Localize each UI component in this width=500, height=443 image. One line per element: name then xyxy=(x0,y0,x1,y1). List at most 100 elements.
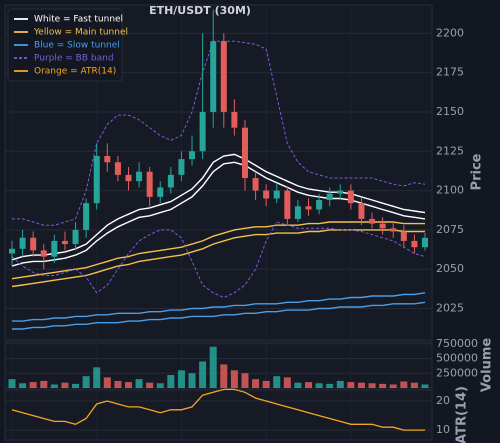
y-tick-label: 500000 xyxy=(436,352,478,365)
overlay-line xyxy=(12,40,426,226)
candle-body xyxy=(19,237,26,249)
candle-body xyxy=(241,127,248,179)
volume-bar xyxy=(220,364,228,388)
candle-body xyxy=(157,187,164,197)
overlay-line xyxy=(11,221,425,280)
candle-body xyxy=(273,190,280,199)
volume-bar xyxy=(114,380,122,388)
candle-body xyxy=(369,218,376,224)
volume-bar xyxy=(82,376,90,388)
candle-body xyxy=(390,228,397,232)
candle-body xyxy=(294,206,301,219)
volume-bar xyxy=(305,382,313,388)
volume-bar xyxy=(93,367,101,388)
atr-panel xyxy=(4,389,433,441)
volume-bar xyxy=(283,377,291,388)
volume-bar xyxy=(241,373,249,388)
candle-body xyxy=(220,41,227,112)
volume-bar xyxy=(262,380,270,388)
y-tick-label: 2050 xyxy=(436,262,464,275)
volume-bar xyxy=(177,370,185,388)
volume-bar xyxy=(357,382,365,388)
y-tick-label: 2125 xyxy=(436,144,464,157)
legend-box xyxy=(7,8,123,82)
overlay-line xyxy=(12,301,426,330)
y-tick-label: 10 xyxy=(436,423,450,436)
candle-body xyxy=(125,174,132,182)
volume-bar xyxy=(410,382,418,388)
candle-body xyxy=(61,240,68,245)
candle-body xyxy=(9,248,15,254)
y-tick-label: 750000 xyxy=(436,337,478,350)
legend: White = Fast tunnel Yellow = Main tunnel B… xyxy=(7,8,128,82)
candle-body xyxy=(210,41,217,112)
y-tick-label: 20 xyxy=(436,394,450,407)
volume-bar xyxy=(199,361,207,388)
y-tick-label: 2150 xyxy=(436,105,464,118)
candle-body xyxy=(40,250,47,257)
volume-bar xyxy=(273,376,281,388)
candle-body xyxy=(114,162,121,175)
volume-bar xyxy=(252,379,260,388)
y-tick-label: 250000 xyxy=(436,366,478,379)
candle-body xyxy=(411,240,418,248)
y-tick-label: 2075 xyxy=(436,223,464,236)
volume-bar xyxy=(230,370,238,388)
volume-bar xyxy=(124,382,132,388)
candle-body xyxy=(136,171,143,182)
volume-bar xyxy=(156,383,164,388)
volume-bar xyxy=(400,381,408,388)
candle-body xyxy=(263,190,270,199)
volume-bar xyxy=(188,373,196,388)
y-tick-label: 2200 xyxy=(436,26,464,39)
volume-bar xyxy=(61,382,69,388)
volume-bar xyxy=(146,382,154,388)
volume-bar xyxy=(389,384,397,388)
volume-bar xyxy=(135,379,143,388)
candle-body xyxy=(167,174,174,188)
chart-title: ETH/USDT (30M) xyxy=(149,4,251,17)
candle-body xyxy=(326,193,333,201)
volume-bar xyxy=(347,382,355,388)
volume-bar xyxy=(294,382,302,388)
legend-label: Yellow = Main tunnel xyxy=(33,28,128,38)
volume-bar xyxy=(103,377,111,388)
overlay-line xyxy=(11,229,425,288)
candle-body xyxy=(178,159,185,175)
candle-body xyxy=(189,151,196,160)
atr-axis-title: ATR(14) xyxy=(455,386,470,443)
volume-bar xyxy=(368,383,376,388)
candle-body xyxy=(199,111,206,152)
y-axis-title: Price xyxy=(470,153,485,190)
candle-body xyxy=(146,171,153,197)
volume-bar xyxy=(8,379,16,388)
candle-body xyxy=(379,223,386,229)
y-tick-label: 2175 xyxy=(436,66,464,79)
candle-body xyxy=(83,203,90,230)
candle-body xyxy=(93,155,100,204)
volume-bar xyxy=(29,382,37,388)
candle-body xyxy=(231,111,238,128)
overlay-line xyxy=(11,161,426,267)
overlay-line xyxy=(11,153,426,261)
atr-line xyxy=(11,388,425,431)
legend-label: Purple = BB band xyxy=(34,54,114,64)
plot xyxy=(8,9,429,431)
volume-bar xyxy=(209,346,217,388)
candle-body xyxy=(337,190,344,194)
volume-bar xyxy=(19,383,27,388)
volume-bar xyxy=(315,383,323,388)
volume-axis-title: Volume xyxy=(480,338,495,393)
y-tick-label: 2100 xyxy=(436,184,464,197)
overlay-line xyxy=(12,292,426,322)
volume-bar xyxy=(379,383,387,388)
candle-body xyxy=(358,203,365,219)
candle-body xyxy=(51,240,58,257)
candle-body xyxy=(30,237,37,251)
volume-panel xyxy=(4,341,433,389)
candle-body xyxy=(316,200,323,210)
volume-bar xyxy=(72,383,80,388)
candle-body xyxy=(104,155,111,163)
volume-bar xyxy=(50,384,58,388)
